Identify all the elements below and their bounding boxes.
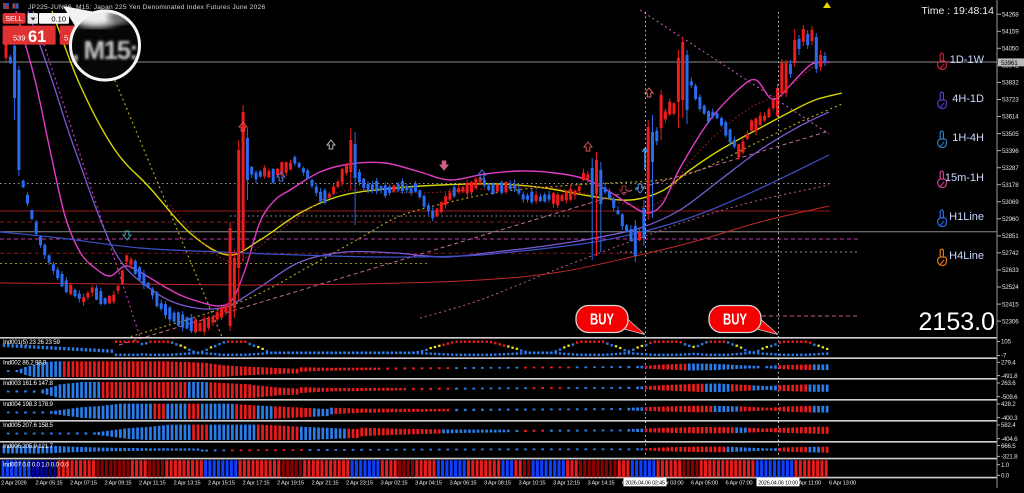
svg-text:105: 105 (1001, 339, 1011, 346)
svg-text:Ind003 161.6 147.8: Ind003 161.6 147.8 (3, 380, 53, 387)
svg-text:61: 61 (28, 28, 46, 46)
svg-text:539: 539 (13, 34, 26, 43)
svg-text:H4Line: H4Line (949, 250, 984, 262)
svg-text:6 Apr 07:00: 6 Apr 07:00 (726, 480, 753, 486)
svg-text:53614: 53614 (1002, 114, 1019, 121)
svg-text:53178: 53178 (1002, 182, 1019, 189)
svg-text:52742: 52742 (1002, 250, 1019, 257)
svg-text:-509.6: -509.6 (1001, 394, 1018, 401)
svg-text:2 Apr 11:15: 2 Apr 11:15 (139, 480, 165, 486)
svg-text:-321.8: -321.8 (1001, 454, 1018, 461)
svg-text:54268: 54268 (1002, 11, 1019, 18)
svg-text:52633: 52633 (1002, 267, 1019, 274)
svg-text:6 Apr 03:00: 6 Apr 03:00 (657, 480, 684, 486)
svg-text:54050: 54050 (1002, 46, 1019, 53)
svg-text:Ind006 205.9 121.7: Ind006 205.9 121.7 (3, 443, 53, 450)
svg-text:2026.04.06 02:45: 2026.04.06 02:45 (625, 480, 665, 486)
svg-text:53069: 53069 (1002, 199, 1019, 206)
svg-text:2 Apr 15:15: 2 Apr 15:15 (208, 480, 235, 486)
svg-text:3 Apr 10:15: 3 Apr 10:15 (519, 480, 546, 486)
svg-text:Ind002 86.2 98.9: Ind002 86.2 98.9 (3, 359, 47, 366)
svg-text:53287: 53287 (1002, 165, 1019, 172)
svg-text:53723: 53723 (1002, 97, 1019, 104)
svg-text:0.0: 0.0 (1001, 473, 1010, 480)
svg-text:4H-1D: 4H-1D (952, 93, 984, 105)
svg-text:0.10: 0.10 (51, 14, 66, 23)
svg-text:1D-1W: 1D-1W (950, 54, 985, 66)
svg-text:-400.3: -400.3 (1001, 415, 1018, 422)
svg-text:2 Apr 21:15: 2 Apr 21:15 (312, 480, 339, 486)
svg-text:6 Apr 05:00: 6 Apr 05:00 (691, 480, 718, 486)
svg-text:53961: 53961 (1001, 60, 1018, 67)
svg-text:, M15:: , M15: (72, 35, 137, 65)
svg-text:2 Apr 07:15: 2 Apr 07:15 (70, 480, 97, 486)
svg-text:BUY: BUY (723, 312, 747, 329)
svg-text:52960: 52960 (1002, 216, 1019, 223)
svg-text:2153.0: 2153.0 (919, 308, 995, 336)
svg-text:53832: 53832 (1002, 80, 1019, 87)
svg-text:2026.04.06 10:00: 2026.04.06 10:00 (758, 480, 798, 486)
svg-text:6 Apr 11:00: 6 Apr 11:00 (795, 480, 821, 486)
svg-text:1H-4H: 1H-4H (952, 132, 984, 144)
svg-text:Ind005 207.6 158.5: Ind005 207.6 158.5 (3, 422, 53, 429)
svg-text:52524: 52524 (1002, 284, 1019, 291)
svg-text:53396: 53396 (1002, 148, 1019, 155)
svg-text:2 Apr 09:15: 2 Apr 09:15 (105, 480, 132, 486)
svg-text:2 Apr 19:15: 2 Apr 19:15 (277, 480, 304, 486)
svg-text:52415: 52415 (1002, 301, 1019, 308)
svg-text:SELL: SELL (5, 14, 23, 23)
svg-text:3 Apr 06:15: 3 Apr 06:15 (450, 480, 477, 486)
svg-text:Ind007 0.0 0.0 1.0 0.0 0.0: Ind007 0.0 0.0 1.0 0.0 0.0 (3, 461, 69, 468)
svg-text:52851: 52851 (1002, 233, 1019, 240)
svg-text:3 Apr 02:15: 3 Apr 02:15 (381, 480, 408, 486)
svg-text:1.0: 1.0 (1001, 462, 1010, 469)
svg-text:-491.8: -491.8 (1001, 373, 1018, 380)
svg-text:2 Apr 13:15: 2 Apr 13:15 (174, 480, 201, 486)
svg-text:3 Apr 08:15: 3 Apr 08:15 (484, 480, 511, 486)
svg-text:54159: 54159 (1002, 29, 1019, 36)
svg-text:JP225-JUN26, M15: Japan 225 Y: JP225-JUN26, M15: Japan 225 Yen Denomina… (28, 4, 266, 11)
svg-text:Ind001(5) 23 26 23 59: Ind001(5) 23 26 23 59 (3, 339, 60, 346)
svg-text:5: 5 (64, 34, 68, 43)
svg-text:6 Apr 13:00: 6 Apr 13:00 (829, 480, 856, 486)
svg-text:BUY: BUY (590, 312, 614, 329)
svg-text:-404.6: -404.6 (1001, 436, 1018, 443)
svg-text:666.5: 666.5 (1001, 443, 1016, 450)
svg-text:428.2: 428.2 (1001, 401, 1016, 408)
svg-text:Time : 19:48:14: Time : 19:48:14 (921, 5, 994, 17)
svg-text:2 Apr 17:15: 2 Apr 17:15 (243, 480, 270, 486)
svg-text:Ind004 198.3 178.9: Ind004 198.3 178.9 (3, 401, 53, 408)
svg-text:2 Apr 2026: 2 Apr 2026 (1, 480, 27, 486)
svg-text:3 Apr 04:15: 3 Apr 04:15 (415, 480, 442, 486)
svg-text:-7: -7 (1001, 353, 1007, 360)
svg-text:H1Line: H1Line (949, 211, 984, 223)
svg-text:3 Apr 12:15: 3 Apr 12:15 (553, 480, 580, 486)
svg-text:263.6: 263.6 (1001, 380, 1016, 387)
svg-text:52306: 52306 (1002, 318, 1019, 325)
svg-text:53505: 53505 (1002, 131, 1019, 138)
svg-text:15m-1H: 15m-1H (945, 172, 984, 184)
svg-text:2 Apr 05:15: 2 Apr 05:15 (36, 480, 63, 486)
svg-text:3 Apr 14:15: 3 Apr 14:15 (588, 480, 615, 486)
svg-text:582.4: 582.4 (1001, 422, 1016, 429)
svg-text:2 Apr 23:15: 2 Apr 23:15 (346, 480, 373, 486)
svg-text:279.4: 279.4 (1001, 360, 1016, 367)
